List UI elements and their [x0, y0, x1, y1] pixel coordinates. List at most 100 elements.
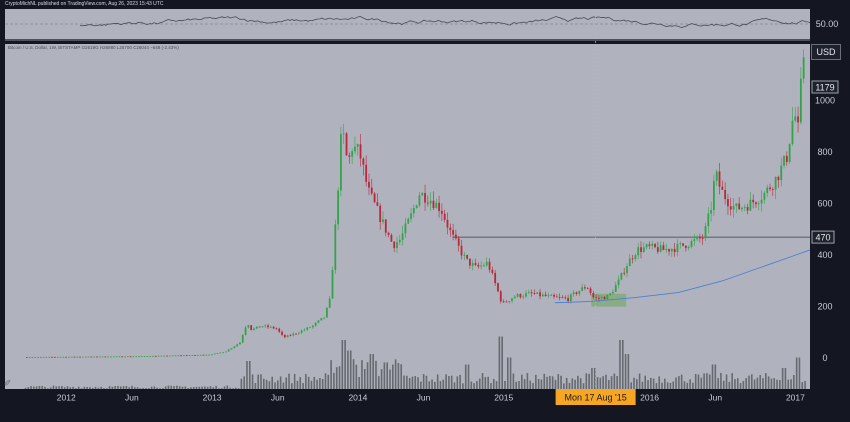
volume-bar [456, 376, 459, 389]
candle-body [707, 213, 710, 227]
volume-bar [518, 380, 520, 389]
volume-bar [689, 379, 691, 389]
volume-bar [105, 388, 108, 389]
volume-bar [568, 382, 571, 389]
volume-bar [537, 378, 540, 389]
volume-bar [319, 377, 321, 389]
candle-body [267, 325, 269, 328]
volume-bar [504, 380, 506, 389]
volume-bar [335, 367, 338, 389]
candle-body [684, 245, 687, 249]
candle-body [104, 356, 107, 358]
volume-bar [148, 388, 150, 389]
candle-body [34, 357, 37, 358]
candle-body [743, 207, 746, 208]
candle-body [359, 144, 362, 159]
volume-bar [711, 364, 714, 389]
candle-body [107, 356, 110, 358]
volume-bar [293, 373, 296, 389]
candle-body [530, 292, 533, 294]
candle-body [202, 354, 205, 356]
candle-body [93, 356, 96, 358]
candle-body [584, 287, 586, 289]
volume-bar [380, 369, 383, 389]
volume-bar [133, 387, 136, 389]
volume-bar [119, 386, 122, 389]
candle-body [412, 208, 415, 214]
candle-body [354, 146, 356, 152]
candle-body [135, 356, 138, 358]
candle-body [586, 288, 589, 290]
volume-bar [428, 381, 431, 389]
candle-body [614, 285, 617, 292]
candle-body [379, 205, 382, 223]
volume-bar [184, 386, 187, 389]
volume-bar [644, 375, 647, 389]
candle-body [239, 342, 241, 345]
volume-bar [523, 379, 526, 389]
volume-bar [577, 375, 579, 389]
volume-bar [565, 377, 568, 389]
volume-bar [61, 385, 63, 389]
candle-body [718, 171, 721, 187]
volume-bar [215, 385, 217, 389]
candle-body [37, 356, 39, 358]
candle-body [769, 187, 771, 190]
x-tick-label: 2014 [348, 393, 367, 403]
volume-bar [30, 386, 32, 389]
volume-bar [408, 378, 411, 389]
y-axis-labels: 0 200 400 600 800 1000 [815, 96, 835, 363]
volume-bar [596, 377, 599, 389]
candle-body [704, 226, 707, 239]
candle-body [783, 155, 785, 166]
tradingview-logo-icon[interactable]: ✐ [4, 378, 12, 388]
volume-bar [706, 373, 708, 389]
candle-body [143, 356, 146, 357]
candle-body [729, 206, 732, 210]
volume-bar [159, 388, 161, 389]
volume-bar [223, 386, 226, 389]
volume-bar [526, 373, 529, 389]
candle-body [82, 356, 84, 358]
volume-bar [664, 378, 666, 389]
volume-bar [209, 386, 212, 389]
candle-body [303, 329, 306, 331]
volume-bar [546, 376, 548, 389]
volume-bar [170, 385, 173, 389]
candle-body [65, 356, 67, 358]
volume-bar [616, 375, 618, 389]
candle-body [741, 207, 743, 210]
candle-body [208, 354, 211, 356]
candle-body [138, 356, 140, 358]
volume-bar [355, 364, 358, 389]
volume-bar [560, 375, 562, 389]
currency-button[interactable]: USD [811, 44, 841, 60]
volume-bar [532, 382, 534, 389]
x-tick-label: 2017 [786, 393, 805, 403]
candle-body [53, 356, 56, 358]
candle-body [553, 295, 555, 297]
candle-body [79, 356, 82, 358]
candle-body [140, 356, 143, 357]
candle-body [384, 219, 387, 233]
volume-bar [392, 364, 394, 389]
candle-body [154, 355, 157, 357]
candle-body [289, 335, 292, 337]
volume-bar [313, 376, 316, 389]
volume-bar [271, 376, 274, 389]
candle-body [87, 356, 90, 358]
volume-bar [240, 378, 243, 389]
volume-bar [327, 374, 330, 389]
volume-bar [750, 374, 753, 389]
volume-bar [798, 357, 801, 389]
candle-body [196, 354, 199, 356]
candle-body [516, 294, 519, 297]
candle-body [642, 247, 645, 252]
candle-body [505, 301, 508, 303]
volume-bar [734, 379, 736, 389]
volume-bar [521, 374, 523, 389]
candle-body [480, 265, 483, 267]
candle-body [73, 356, 76, 358]
volume-bar [77, 386, 80, 389]
